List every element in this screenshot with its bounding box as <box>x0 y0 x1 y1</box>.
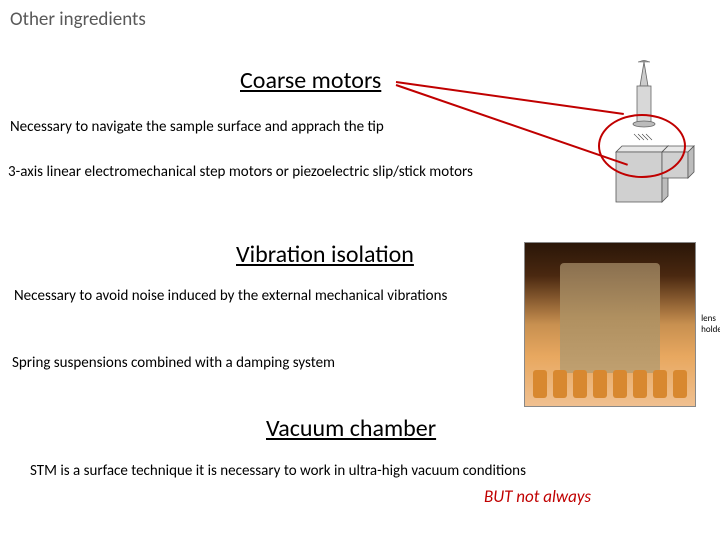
photo-label-lens: lensholder <box>701 313 720 335</box>
text-coarse-p1: Necessary to navigate the sample surface… <box>10 118 510 138</box>
highlight-circle <box>598 114 686 178</box>
text-vacuum-p1: STM is a surface technique it is necessa… <box>30 462 670 482</box>
heading-vibration: Vibration isolation <box>236 240 414 269</box>
text-vacuum-but: BUT not always <box>484 486 591 507</box>
text-vibration-p2: Spring suspensions combined with a dampi… <box>12 354 472 374</box>
heading-coarse-motors: Coarse motors <box>240 66 381 95</box>
heading-vacuum: Vacuum chamber <box>266 414 436 443</box>
text-vibration-p1: Necessary to avoid noise induced by the … <box>14 287 474 307</box>
text-coarse-p2: 3-axis linear electromechanical step mot… <box>8 163 568 183</box>
vibration-photo: lensholder <box>524 242 696 407</box>
slide-title: Other ingredients <box>10 8 146 31</box>
